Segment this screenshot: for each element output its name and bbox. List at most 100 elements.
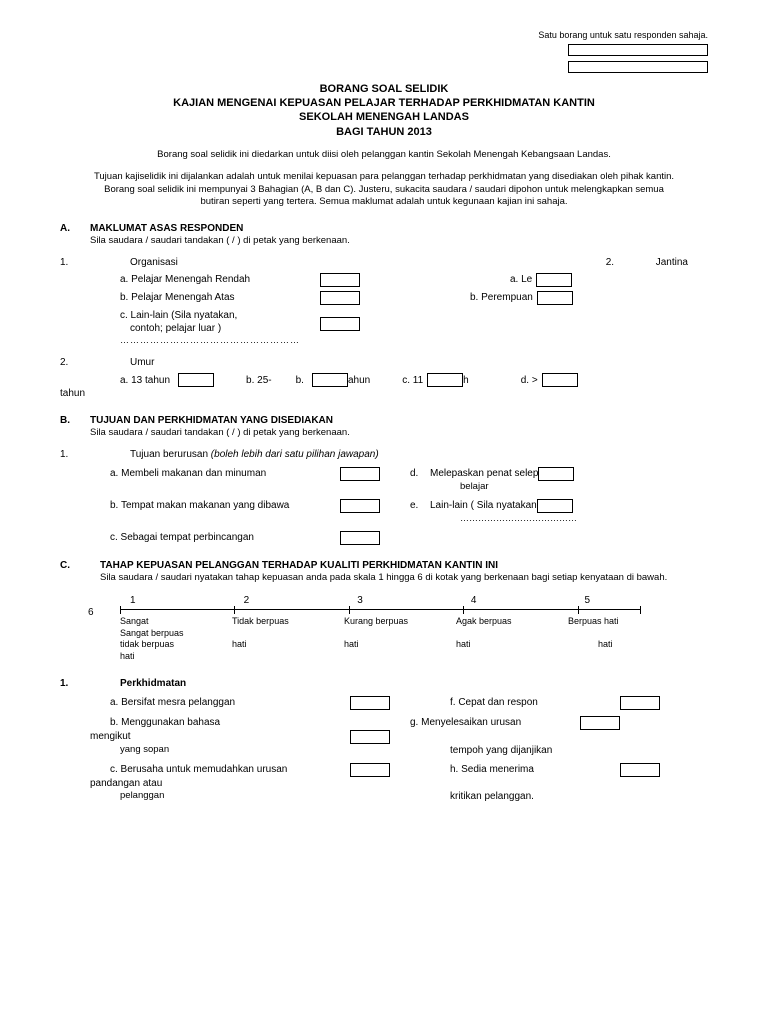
q2u-num: 2. — [60, 356, 90, 369]
c1-a: a. Bersifat mesra pelanggan — [110, 696, 350, 709]
b1-checkbox-d[interactable] — [538, 467, 574, 481]
q1-opt-c1: c. Lain-lain (Sila nyatakan, — [120, 310, 237, 321]
q1-opt-c2: contoh; pelajar luar ) — [130, 323, 221, 334]
scale-3: 3 — [357, 594, 363, 607]
title-line-3: SEKOLAH MENENGAH LANDAS — [60, 110, 708, 124]
c1-num: 1. — [60, 677, 90, 690]
c1-f: f. Cepat dan respon — [450, 696, 620, 709]
c1-box-h[interactable] — [620, 763, 660, 777]
b1-d-text: Melepaskan penat selep — [430, 467, 538, 480]
c1-box-b[interactable] — [350, 730, 390, 744]
b1-checkbox-b[interactable] — [340, 499, 380, 513]
b1-e-letter: e. — [410, 499, 430, 512]
intro-1: Borang soal selidik ini diedarkan untuk … — [90, 149, 678, 161]
title-line-2: KAJIAN MENGENAI KEPUASAN PELAJAR TERHADA… — [60, 96, 708, 110]
sl1d: hati — [120, 651, 135, 661]
q1-checkbox-a[interactable] — [320, 273, 360, 287]
top-note: Satu borang untuk satu responden sahaja. — [60, 30, 708, 42]
section-b-letter: B. — [60, 414, 90, 427]
c1-title: Perkhidmatan — [120, 677, 186, 690]
section-b: B. TUJUAN DAN PERKHIDMATAN YANG DISEDIAK… — [60, 414, 708, 544]
q2j-opt-a: a. Le — [510, 273, 532, 286]
header-boxes — [60, 44, 708, 78]
c1-b2: mengikut — [90, 730, 350, 744]
title-line-4: BAGI TAHUN 2013 — [60, 125, 708, 139]
q1-checkbox-b[interactable] — [320, 291, 360, 305]
age-b3: ahun — [348, 374, 370, 387]
sl4b: hati — [456, 639, 471, 649]
c1-h2: kritikan pelanggan. — [450, 790, 534, 803]
age-c: c. 11 — [402, 374, 423, 387]
age-checkbox-d[interactable] — [542, 373, 578, 387]
section-c-sub: Sila saudara / saudari nyatakan tahap ke… — [100, 572, 708, 584]
q1-dots: ……………………………………………… — [120, 335, 708, 347]
q2j-label: Jantina — [656, 256, 688, 269]
section-b-title: TUJUAN DAN PERKHIDMATAN YANG DISEDIAKAN — [90, 414, 333, 427]
age-checkbox-c[interactable] — [427, 373, 463, 387]
sl5b: hati — [598, 639, 613, 649]
section-a-sub: Sila saudara / saudari tandakan ( / ) di… — [90, 235, 708, 247]
b1-label: Tujuan berurusan — [130, 449, 211, 460]
age-b: b. 25- — [246, 374, 272, 387]
c1-c2: pandangan atau — [90, 777, 708, 790]
b1-opt-b: b. Tempat makan makanan yang dibawa — [110, 499, 340, 512]
q1-num: 1. — [60, 256, 90, 269]
section-c-title: TAHAP KEPUASAN PELANGGAN TERHADAP KUALIT… — [100, 559, 498, 572]
b1-checkbox-c[interactable] — [340, 531, 380, 545]
b1-opt-c: c. Sebagai tempat perbincangan — [110, 531, 340, 544]
header-box-2[interactable] — [568, 61, 708, 73]
q1-label: Organisasi — [130, 256, 178, 269]
b1-d-text2: belajar — [460, 481, 708, 493]
section-a-letter: A. — [60, 222, 90, 235]
sl3a: Kurang berpuas — [344, 616, 408, 626]
sl1b: Sangat berpuas — [120, 628, 184, 638]
q2j-checkbox-b[interactable] — [537, 291, 573, 305]
section-c-letter: C. — [60, 559, 100, 572]
b1-e-dots: ………………………………… — [460, 513, 708, 525]
age-checkbox-a[interactable] — [178, 373, 214, 387]
intro-2: Tujuan kajiselidik ini dijalankan adalah… — [90, 171, 678, 208]
q2j-num: 2. — [606, 256, 636, 269]
scale-2: 2 — [244, 594, 250, 607]
c1-box-a[interactable] — [350, 696, 390, 710]
q1-opt-a: a. Pelajar Menengah Rendah — [120, 273, 314, 286]
scale-4: 4 — [471, 594, 477, 607]
c1-b3: yang sopan — [120, 744, 390, 757]
b1-e-text: Lain-lain ( Sila nyatakan — [430, 499, 537, 512]
age-h: h — [463, 374, 469, 387]
scale-5: 5 — [584, 594, 590, 607]
age-d: d. > — [521, 374, 538, 387]
q1-opt-b: b. Pelajar Menengah Atas — [120, 291, 314, 304]
section-b-sub: Sila saudara / saudari tandakan ( / ) di… — [90, 427, 708, 439]
section-c: C. TAHAP KEPUASAN PELANGGAN TERHADAP KUA… — [60, 559, 708, 803]
b1-hint: (boleh lebih dari satu pilihan jawapan) — [211, 449, 379, 460]
b1-num: 1. — [60, 448, 90, 461]
q2j-checkbox-a[interactable] — [536, 273, 572, 287]
sl2a: Tidak berpuas — [232, 616, 289, 626]
b1-opt-a: a. Membeli makanan dan minuman — [110, 467, 340, 480]
b1-checkbox-e[interactable] — [537, 499, 573, 513]
c1-box-c[interactable] — [350, 763, 390, 777]
sl1a: Sangat — [120, 616, 149, 626]
scale-1: 1 — [130, 594, 136, 607]
age-b2: b. — [296, 374, 304, 387]
c1-g2: tempoh yang dijanjikan — [450, 744, 552, 757]
c1-h: h. Sedia menerima — [450, 763, 620, 776]
c1-box-g[interactable] — [580, 716, 620, 730]
c1-c3: pelanggan — [120, 790, 390, 803]
title-line-1: BORANG SOAL SELIDIK — [60, 82, 708, 96]
section-a: A. MAKLUMAT ASAS RESPONDEN Sila saudara … — [60, 222, 708, 400]
scale-6: 6 — [88, 606, 94, 619]
c1-g: g. Menyelesaikan urusan — [410, 716, 580, 729]
q2j-opt-b: b. Perempuan — [470, 291, 533, 304]
c1-box-f[interactable] — [620, 696, 660, 710]
sl4a: Agak berpuas — [456, 616, 512, 626]
scale: 1 2 3 4 5 6 Sangat Sangat berpuas tidak … — [100, 594, 708, 663]
sl5a: Berpuas hati — [568, 616, 619, 626]
header-box-1[interactable] — [568, 44, 708, 56]
q1-checkbox-c[interactable] — [320, 317, 360, 331]
c1-c: c. Berusaha untuk memudahkan urusan — [110, 763, 350, 776]
age-tahun: tahun — [60, 387, 708, 400]
age-checkbox-b[interactable] — [312, 373, 348, 387]
b1-checkbox-a[interactable] — [340, 467, 380, 481]
